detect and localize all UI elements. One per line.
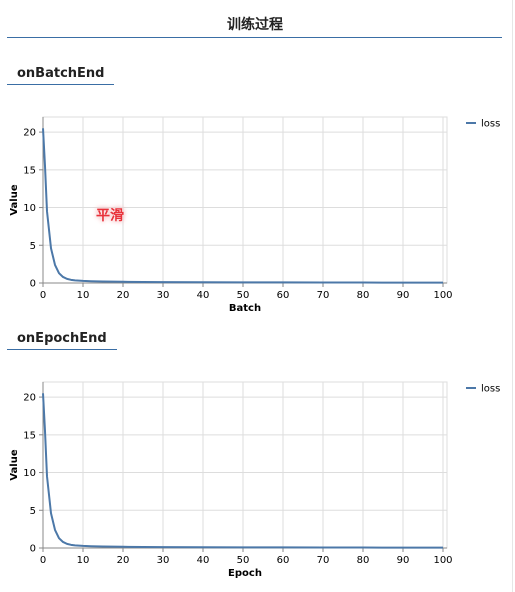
x-tick-label: 90	[397, 290, 410, 301]
legend-label: loss	[481, 119, 500, 130]
x-tick-label: 50	[237, 290, 250, 301]
x-tick-label: 40	[197, 555, 210, 566]
title-divider	[7, 37, 502, 38]
section-tab-batch[interactable]: onBatchEnd	[7, 63, 115, 85]
x-tick-label: 0	[40, 290, 46, 301]
x-tick-label: 50	[237, 555, 250, 566]
x-tick-label: 60	[277, 290, 290, 301]
page-title: 训练过程	[227, 17, 283, 33]
y-tick-label: 10	[23, 203, 36, 214]
plot-frame	[42, 116, 448, 284]
x-tick-label: 70	[317, 290, 330, 301]
x-axis-title: Batch	[229, 303, 261, 314]
x-tick-label: 10	[77, 555, 90, 566]
y-tick-label: 15	[23, 165, 36, 176]
x-tick-label: 70	[317, 555, 330, 566]
series-line-loss	[42, 128, 443, 284]
y-tick-label: 20	[23, 393, 36, 404]
x-tick-label: 10	[77, 290, 90, 301]
y-axis-title: Value	[9, 449, 20, 480]
legend-label: loss	[481, 384, 500, 395]
panel-edge	[512, 0, 513, 592]
y-tick-label: 0	[30, 544, 36, 555]
y-tick-label: 5	[30, 506, 36, 517]
x-axis-title: Epoch	[228, 568, 262, 579]
y-tick-label: 10	[23, 468, 36, 479]
x-tick-label: 80	[357, 555, 370, 566]
series-line-loss	[42, 393, 443, 549]
epoch-loss-chart: 0 10 20 30 40 50 60 70 80 90 100 0 5 10 15 20 Epoch Value…	[9, 381, 500, 579]
x-tick-label: 60	[277, 555, 290, 566]
section-tab-epoch[interactable]: onEpochEnd	[7, 328, 117, 350]
x-tick-label: 30	[157, 290, 170, 301]
x-tick-label: 90	[397, 555, 410, 566]
y-tick-label: 20	[23, 128, 36, 139]
x-tick-label: 20	[117, 555, 130, 566]
x-tick-label: 30	[157, 555, 170, 566]
x-tick-label: 100	[433, 290, 452, 301]
x-tick-label: 100	[433, 555, 452, 566]
x-tick-label: 80	[357, 290, 370, 301]
y-tick-label: 15	[23, 430, 36, 441]
batch-loss-chart: 0 10 20 30 40 50 60 70 80 90 100 0 5 10 15 20 Batch Value…	[9, 116, 500, 314]
x-tick-label: 0	[40, 555, 46, 566]
x-tick-label: 20	[117, 290, 130, 301]
plot-frame	[42, 381, 448, 549]
y-axis-title: Value	[9, 184, 20, 215]
smooth-toggle[interactable]: 平滑	[96, 208, 124, 224]
y-tick-label: 0	[30, 279, 36, 290]
x-tick-label: 40	[197, 290, 210, 301]
y-tick-label: 5	[30, 241, 36, 252]
